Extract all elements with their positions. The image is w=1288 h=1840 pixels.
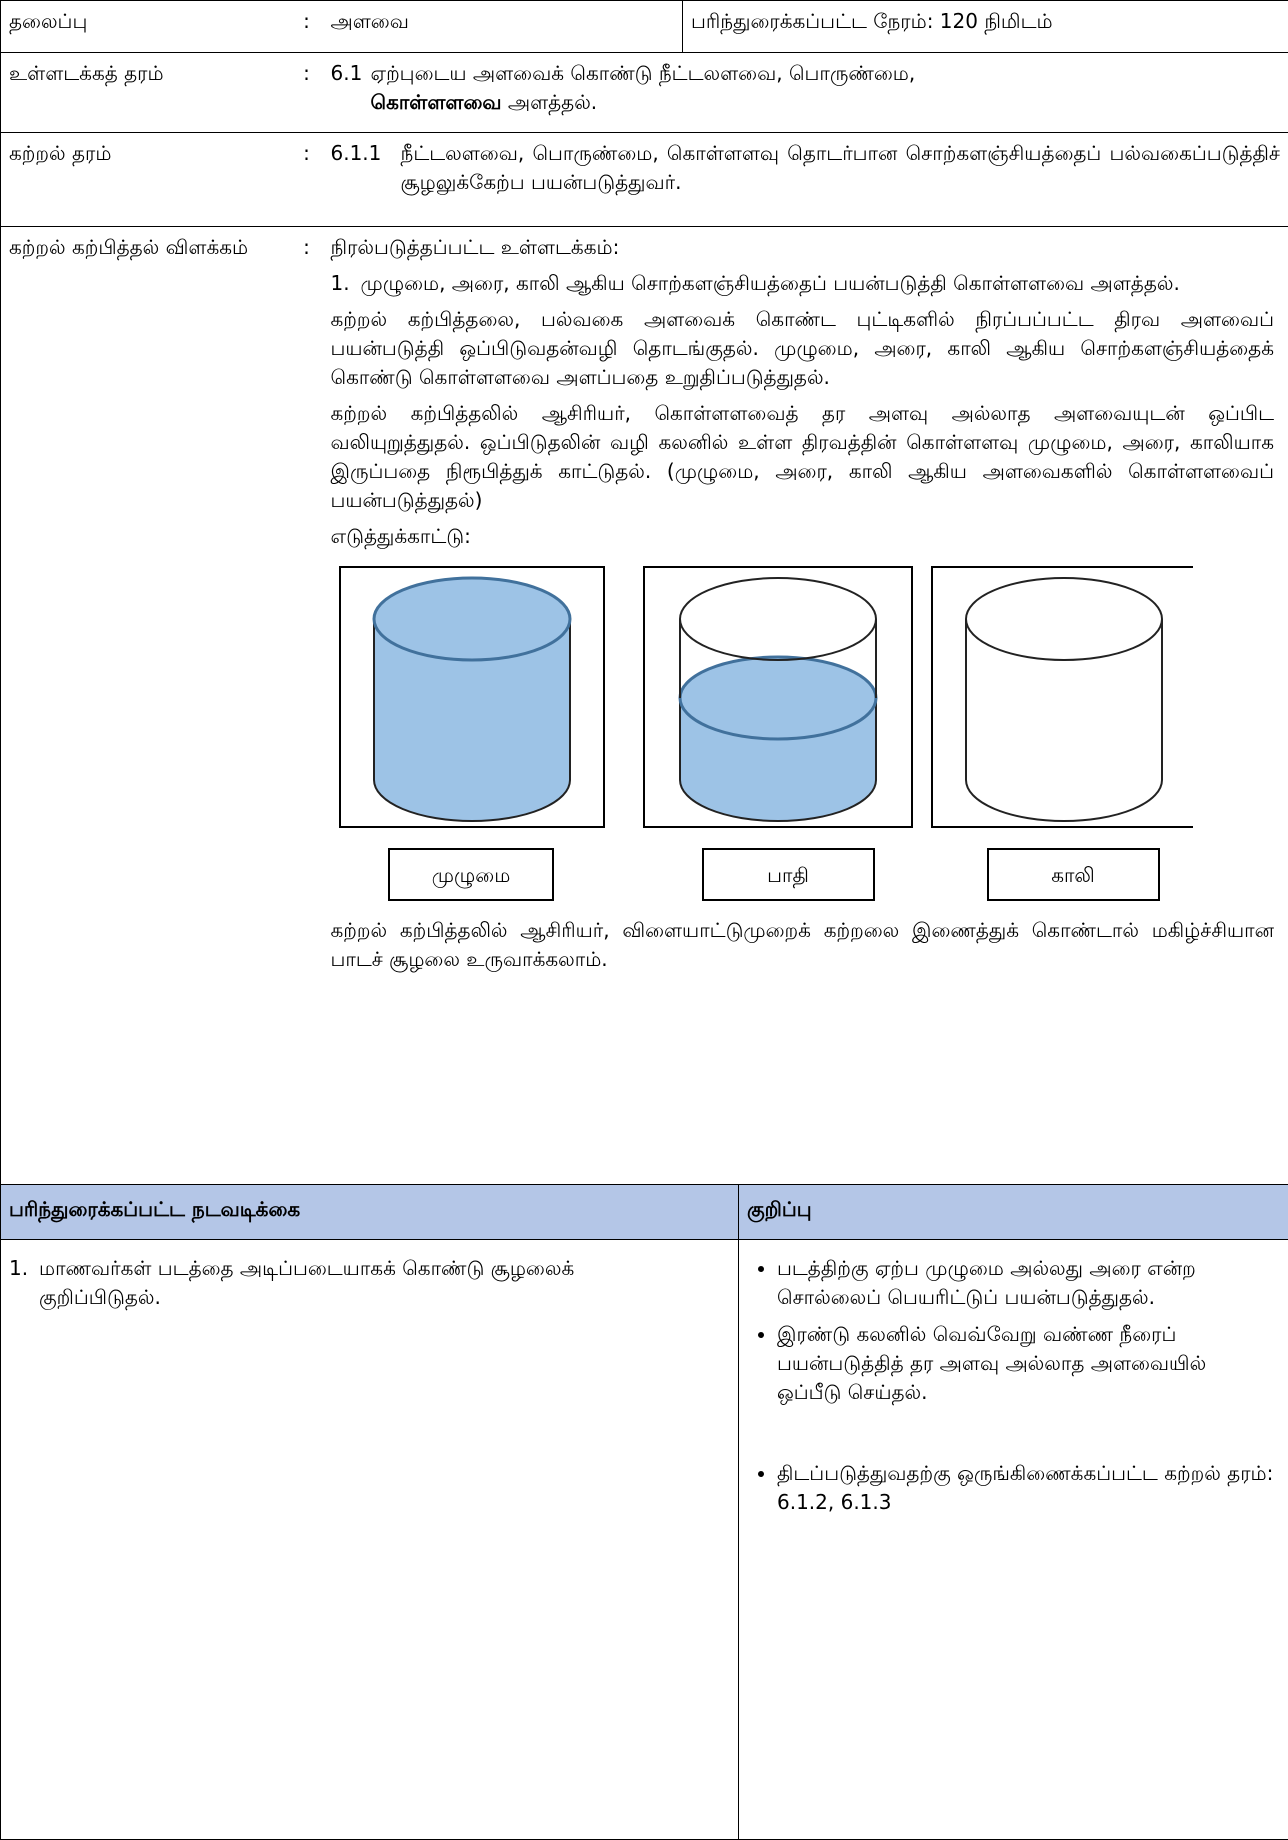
paragraph: கற்றல் கற்பித்தலில் ஆசிரியர், விளையாட்டு…	[331, 916, 1275, 974]
info-table: தலைப்பு : அளவை பரிந்துரைக்கப்பட்ட நேரம்:…	[0, 0, 1288, 1185]
text: ஏற்புடைய அளவைக் கொண்டு நீட்டலளவை, பொருண்…	[371, 61, 916, 85]
activity: 1.மாணவர்கள் படத்தை அடிப்படையாகக் கொண்டு …	[1, 1240, 739, 1840]
code: 6.1.1	[331, 139, 401, 197]
note: திடப்படுத்துவதற்கு ஒருங்கிணைக்கப்பட்ட கற…	[777, 1459, 1276, 1517]
note: இரண்டு கலனில் வெவ்வேறு வண்ண நீரைப் பயன்ப…	[777, 1320, 1276, 1407]
label: தலைப்பு	[1, 1, 291, 53]
bold-text: கொள்ளளவை	[371, 90, 502, 114]
text: மாணவர்கள் படத்தை அடிப்படையாகக் கொண்டு சூ…	[39, 1254, 688, 1312]
text: அளத்தல்.	[508, 90, 597, 114]
note-list: படத்திற்கு ஏற்ப முழுமை அல்லது அரை என்ற ச…	[749, 1254, 1276, 1517]
heading: நிரல்படுத்தப்பட்ட உள்ளடக்கம்:	[331, 233, 1275, 262]
label: கற்றல் கற்பித்தல் விளக்கம்	[1, 227, 291, 1185]
half-cylinder	[680, 578, 876, 821]
number: 1.	[331, 269, 361, 298]
header-row: பரிந்துரைக்கப்பட்ட நடவடிக்கை குறிப்பு	[1, 1185, 1288, 1240]
paragraph: கற்றல் கற்பித்தலில் ஆசிரியர், கொள்ளளவைத்…	[331, 399, 1275, 515]
notes: படத்திற்கு ஏற்ப முழுமை அல்லது அரை என்ற ச…	[739, 1240, 1288, 1840]
text: முழுமை, அரை, காலி ஆகிய சொற்களஞ்சியத்தைப்…	[361, 269, 1275, 298]
label: உள்ளடக்கத் தரம்	[1, 53, 291, 133]
full-cylinder	[374, 578, 570, 821]
figure: முழுமை பாதி காலி	[313, 558, 1193, 908]
colon: :	[291, 133, 323, 227]
row: 1.மாணவர்கள் படத்தை அடிப்படையாகக் கொண்டு …	[1, 1240, 1288, 1840]
colon: :	[291, 53, 323, 133]
item: 1.முழுமை, அரை, காலி ஆகிய சொற்களஞ்சியத்தை…	[331, 269, 1275, 298]
text: ஏற்புடைய அளவைக் கொண்டு நீட்டலளவை, பொருண்…	[371, 59, 1281, 117]
header: பரிந்துரைக்கப்பட்ட நடவடிக்கை	[1, 1185, 739, 1240]
colon: :	[291, 1, 323, 53]
time: பரிந்துரைக்கப்பட்ட நேரம்: 120 நிமிடம்	[683, 1, 1288, 53]
row: கற்றல் கற்பித்தல் விளக்கம் : நிரல்படுத்த…	[1, 227, 1288, 1185]
empty-cylinder	[966, 578, 1162, 821]
water-top	[680, 657, 876, 739]
content: நிரல்படுத்தப்பட்ட உள்ளடக்கம்: 1.முழுமை, …	[323, 227, 1288, 1185]
code: 6.1	[331, 59, 371, 117]
top	[374, 578, 570, 660]
rim	[680, 578, 876, 660]
figure-label: காலி	[1051, 863, 1095, 887]
number: 1.	[9, 1254, 39, 1312]
paragraph: கற்றல் கற்பித்தலை, பல்வகை அளவைக் கொண்ட ப…	[331, 305, 1275, 392]
rim	[966, 578, 1162, 660]
topic: அளவை	[323, 1, 683, 53]
figure-label: பாதி	[767, 863, 809, 888]
text: நீட்டலளவை, பொருண்மை, கொள்ளளவு தொடர்பான ச…	[401, 139, 1281, 197]
example-label: எடுத்துக்காட்டு:	[331, 522, 1275, 551]
row: தலைப்பு : அளவை பரிந்துரைக்கப்பட்ட நேரம்:…	[1, 1, 1288, 53]
item: 1.மாணவர்கள் படத்தை அடிப்படையாகக் கொண்டு …	[9, 1254, 688, 1312]
note: படத்திற்கு ஏற்ப முழுமை அல்லது அரை என்ற ச…	[777, 1254, 1276, 1312]
activity-table: பரிந்துரைக்கப்பட்ட நடவடிக்கை குறிப்பு 1.…	[0, 1184, 1288, 1840]
figure-label: முழுமை	[431, 863, 510, 888]
header: குறிப்பு	[739, 1185, 1288, 1240]
label: கற்றல் தரம்	[1, 133, 291, 227]
